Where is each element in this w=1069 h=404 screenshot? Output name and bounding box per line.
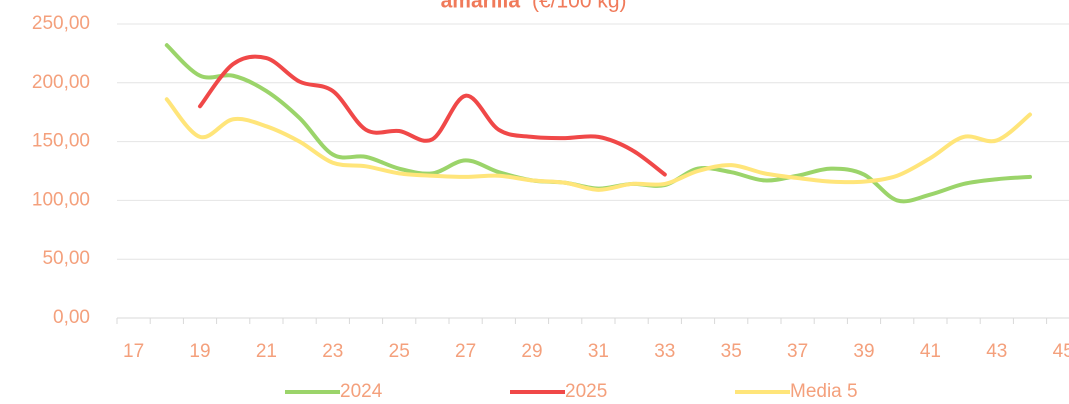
y-tick-label: 200,00 — [32, 72, 90, 93]
legend-label: 2025 — [565, 381, 607, 402]
x-tick-label: 21 — [256, 341, 277, 362]
x-tick-label: 31 — [588, 341, 609, 362]
series-line — [198, 54, 667, 177]
x-tick-label: 19 — [189, 341, 210, 362]
series-line — [164, 97, 1032, 192]
legend-label: 2024 — [340, 381, 383, 402]
x-tick-label: 29 — [521, 341, 542, 362]
y-tick-label: 0,00 — [53, 307, 90, 328]
x-tick-label: 27 — [455, 341, 476, 362]
x-tick-label: 43 — [986, 341, 1007, 362]
x-tick-label: 39 — [853, 341, 874, 362]
x-tick-label: 23 — [322, 341, 343, 362]
x-tick-label: 35 — [721, 341, 742, 362]
chart-subtitle: (€/100 kg) — [532, 0, 627, 13]
x-tick-label: 45 — [1053, 341, 1069, 362]
series-line — [164, 43, 1032, 204]
x-tick-label: 17 — [123, 341, 144, 362]
y-tick-label: 50,00 — [42, 248, 90, 269]
y-tick-label: 250,00 — [32, 13, 90, 34]
x-tick-label: 41 — [920, 341, 941, 362]
legend-label: Media 5 — [790, 381, 858, 402]
x-tick-label: 33 — [654, 341, 675, 362]
x-tick-label: 25 — [389, 341, 410, 362]
y-tick-label: 100,00 — [32, 189, 90, 210]
y-tick-label: 150,00 — [32, 131, 90, 152]
chart-title: amarilla — [441, 0, 521, 13]
x-tick-label: 37 — [787, 341, 808, 362]
